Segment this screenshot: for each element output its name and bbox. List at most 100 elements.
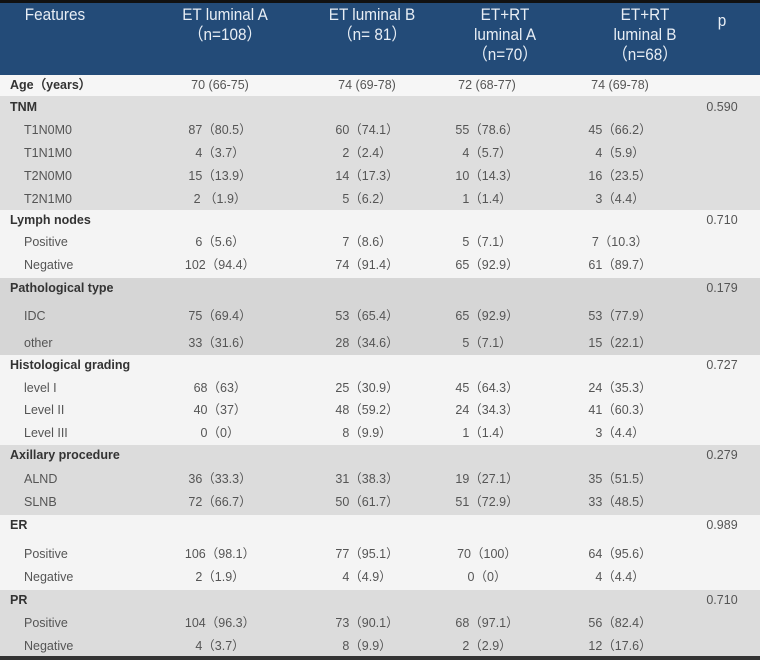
table-row: T2N1M0 2 （1.9） 5（6.2） 1（1.4） 3（4.4） <box>0 189 760 209</box>
row-label: T2N1M0 <box>24 192 72 206</box>
row-label: Positive <box>24 547 68 561</box>
cell-value: 74 (69-78) <box>591 78 649 92</box>
row-label: IDC <box>24 309 46 323</box>
section-age-years: Age（years） 70 (66-75) 74 (69-78) 72 (68-77)… <box>0 75 760 96</box>
cell-value: 2 （1.9） <box>193 192 247 206</box>
row-label: Level II <box>24 403 65 417</box>
table-row: T2N0M0 15（13.9） 14（17.3） 10（14.3） 16（23.5） <box>0 166 760 186</box>
cell-value: 68（63） <box>193 381 247 395</box>
section-header-row: Age（years） 70 (66-75) 74 (69-78) 72 (68-77)… <box>0 75 760 95</box>
cell-value: 25（30.9） <box>335 381 399 395</box>
table-row: ALND 36（33.3） 31（38.3） 19（27.1） 35（51.5） <box>0 469 760 489</box>
row-label: other <box>24 336 53 350</box>
cell-value: 104（96.3） <box>184 616 256 630</box>
section-header-row: Histological grading 0.727 <box>0 355 760 375</box>
cell-value: 15（22.1） <box>588 336 652 350</box>
p-value: 0.710 <box>706 213 738 227</box>
column-header-line: （n= 81） <box>337 25 407 44</box>
row-label: Positive <box>24 235 68 249</box>
cell-value: 31（38.3） <box>335 472 399 486</box>
cell-value: 28（34.6） <box>335 336 399 350</box>
section-histological-grading: Histological grading 0.727 level I 68（63） 25… <box>0 355 760 445</box>
column-header-line: ET+RT <box>480 5 530 24</box>
cell-value: 40（37） <box>193 403 247 417</box>
row-label: T1N1M0 <box>24 146 72 160</box>
p-value: 0.727 <box>706 358 738 372</box>
table-row: Level III 0（0） 8（9.9） 1（1.4） 3（4.4） <box>0 423 760 443</box>
section-header-row: ER 0.989 <box>0 515 760 535</box>
cell-value: 4（4.4） <box>595 570 645 584</box>
cell-value: 14（17.3） <box>335 169 399 183</box>
cell-value: 65（92.9） <box>455 309 519 323</box>
section-label: Lymph nodes <box>10 213 91 227</box>
cell-value: 102（94.4） <box>184 258 256 272</box>
cell-value: 74 (69-78) <box>338 78 396 92</box>
cell-value: 3（4.4） <box>595 192 645 206</box>
column-header: ET+RT luminal A （n=70） <box>447 5 564 65</box>
cell-value: 72 (68-77) <box>458 78 516 92</box>
cell-value: 36（33.3） <box>188 472 252 486</box>
cell-value: 33（31.6） <box>188 336 252 350</box>
section-pr: PR 0.710 Positive 104（96.3） 73（90.1） 68（97.1）… <box>0 590 760 656</box>
cell-value: 55（78.6） <box>455 123 519 137</box>
section-label: Histological grading <box>10 358 131 372</box>
row-label: T2N0M0 <box>24 169 72 183</box>
table-row: T1N1M0 4（3.7） 2（2.4） 4（5.7） 4（5.9） <box>0 143 760 163</box>
section-header-row: Axillary procedure 0.279 <box>0 445 760 465</box>
cell-value: 72（66.7） <box>188 495 252 509</box>
column-header: ET luminal B （n= 81） <box>309 5 435 45</box>
table-row: Positive 104（96.3） 73（90.1） 68（97.1） 56（82.4… <box>0 613 760 633</box>
cell-value: 7（10.3） <box>591 235 649 249</box>
cell-value: 1（1.4） <box>462 192 512 206</box>
cell-value: 41（60.3） <box>588 403 652 417</box>
cell-value: 8（9.9） <box>342 639 392 653</box>
row-label: ALND <box>24 472 58 486</box>
table-row: IDC 75（69.4） 53（65.4） 65（92.9） 53（77.9） <box>0 306 760 326</box>
cell-value: 4（5.7） <box>462 146 512 160</box>
cell-value: 15（13.9） <box>188 169 252 183</box>
column-header-line: Features <box>24 5 86 24</box>
table-row: T1N0M0 87（80.5） 60（74.1） 55（78.6） 45（66.2） <box>0 120 760 140</box>
p-value: 0.710 <box>706 593 738 607</box>
cell-value: 75（69.4） <box>188 309 252 323</box>
cell-value: 61（89.7） <box>588 258 652 272</box>
section-label: Age（years） <box>10 78 92 92</box>
section-pathological-type: Pathological type 0.179 IDC 75（69.4） 53（65.4… <box>0 278 760 355</box>
cell-value: 0（0） <box>200 426 240 440</box>
table-row: Positive 6（5.6） 7（8.6） 5（7.1） 7（10.3） <box>0 232 760 252</box>
bottom-rule <box>0 656 760 660</box>
cell-value: 106（98.1） <box>184 547 256 561</box>
cell-value: 70 (66-75) <box>191 78 249 92</box>
row-label: Negative <box>24 258 74 272</box>
cell-value: 4（5.9） <box>595 146 645 160</box>
p-value: 0.179 <box>706 281 738 295</box>
cell-value: 68（97.1） <box>455 616 519 630</box>
section-header-row: TNM 0.590 <box>0 97 760 117</box>
cell-value: 3（4.4） <box>595 426 645 440</box>
cell-value: 0（0） <box>467 570 507 584</box>
cell-value: 12（17.6） <box>588 639 652 653</box>
cell-value: 5（7.1） <box>462 235 512 249</box>
cell-value: 74（91.4） <box>335 258 399 272</box>
column-header-line: ET+RT <box>620 5 670 24</box>
table-row: other 33（31.6） 28（34.6） 5（7.1） 15（22.1） <box>0 333 760 353</box>
column-header: p <box>702 11 742 31</box>
column-header-line: luminal B <box>613 25 677 44</box>
row-label: Negative <box>24 570 74 584</box>
cell-value: 48（59.2） <box>335 403 399 417</box>
column-header-line: （n=68） <box>612 45 678 64</box>
table-row: Positive 106（98.1） 77（95.1） 70（100） 64（95.6） <box>0 544 760 564</box>
cell-value: 24（34.3） <box>455 403 519 417</box>
cell-value: 60（74.1） <box>335 123 399 137</box>
cell-value: 45（64.3） <box>455 381 519 395</box>
column-header-line: （n=70） <box>472 45 538 64</box>
cell-value: 5（6.2） <box>342 192 392 206</box>
column-header-line: p <box>717 11 727 30</box>
table-row: level I 68（63） 25（30.9） 45（64.3） 24（35.3） <box>0 378 760 398</box>
table-row: Negative 4（3.7） 8（9.9） 2（2.9） 12（17.6） <box>0 636 760 656</box>
section-tnm: TNM 0.590 T1N0M0 87（80.5） 60（74.1） 55（78.6） 45… <box>0 96 760 210</box>
row-label: T1N0M0 <box>24 123 72 137</box>
cell-value: 53（77.9） <box>588 309 652 323</box>
table-row: Level II 40（37） 48（59.2） 24（34.3） 41（60.3） <box>0 400 760 420</box>
cell-value: 5（7.1） <box>462 336 512 350</box>
